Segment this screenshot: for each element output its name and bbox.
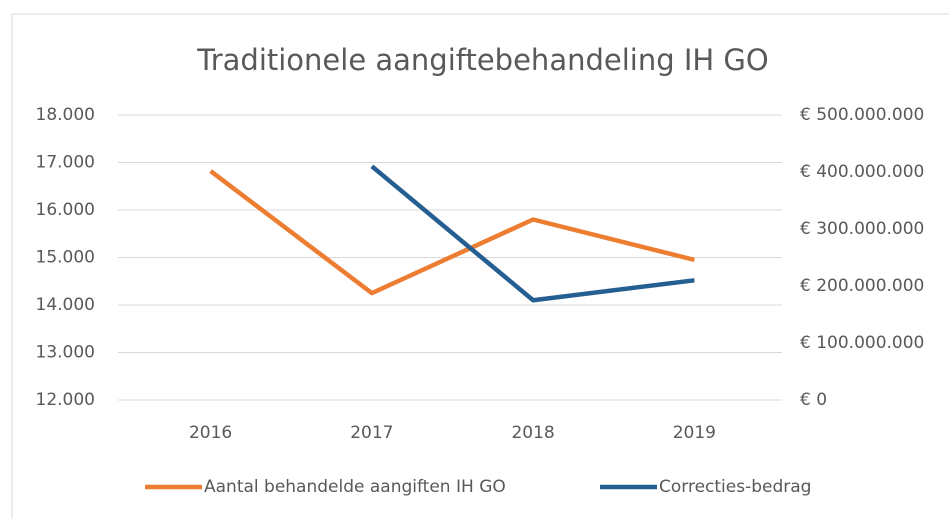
series-line <box>370 164 695 303</box>
y2-tick-label: € 0 <box>800 390 827 410</box>
chart-border <box>11 13 949 523</box>
legend-label: Aantal behandelde aangiften IH GO <box>204 477 506 497</box>
chart-title: Traditionele aangiftebehandeling IH GO <box>196 43 768 77</box>
y-tick-label: 13.000 <box>36 343 95 363</box>
y-tick-label: 16.000 <box>36 200 95 220</box>
y2-tick-label: € 400.000.000 <box>800 162 924 182</box>
y2-tick-label: € 100.000.000 <box>800 333 924 353</box>
x-tick-label: 2018 <box>511 423 554 443</box>
x-tick-label: 2019 <box>673 423 716 443</box>
y-tick-label: 14.000 <box>36 295 95 315</box>
y2-tick-label: € 300.000.000 <box>800 219 924 239</box>
y-tick-label: 18.000 <box>36 105 95 125</box>
legend-label: Correcties-bedrag <box>659 477 811 497</box>
x-tick-label: 2017 <box>350 423 393 443</box>
series-line <box>209 169 695 296</box>
y2-tick-label: € 200.000.000 <box>800 276 924 296</box>
y-tick-label: 17.000 <box>36 153 95 173</box>
x-tick-label: 2016 <box>189 423 232 443</box>
y-tick-label: 15.000 <box>36 248 95 268</box>
y2-tick-label: € 500.000.000 <box>800 105 924 125</box>
y-tick-label: 12.000 <box>36 390 95 410</box>
